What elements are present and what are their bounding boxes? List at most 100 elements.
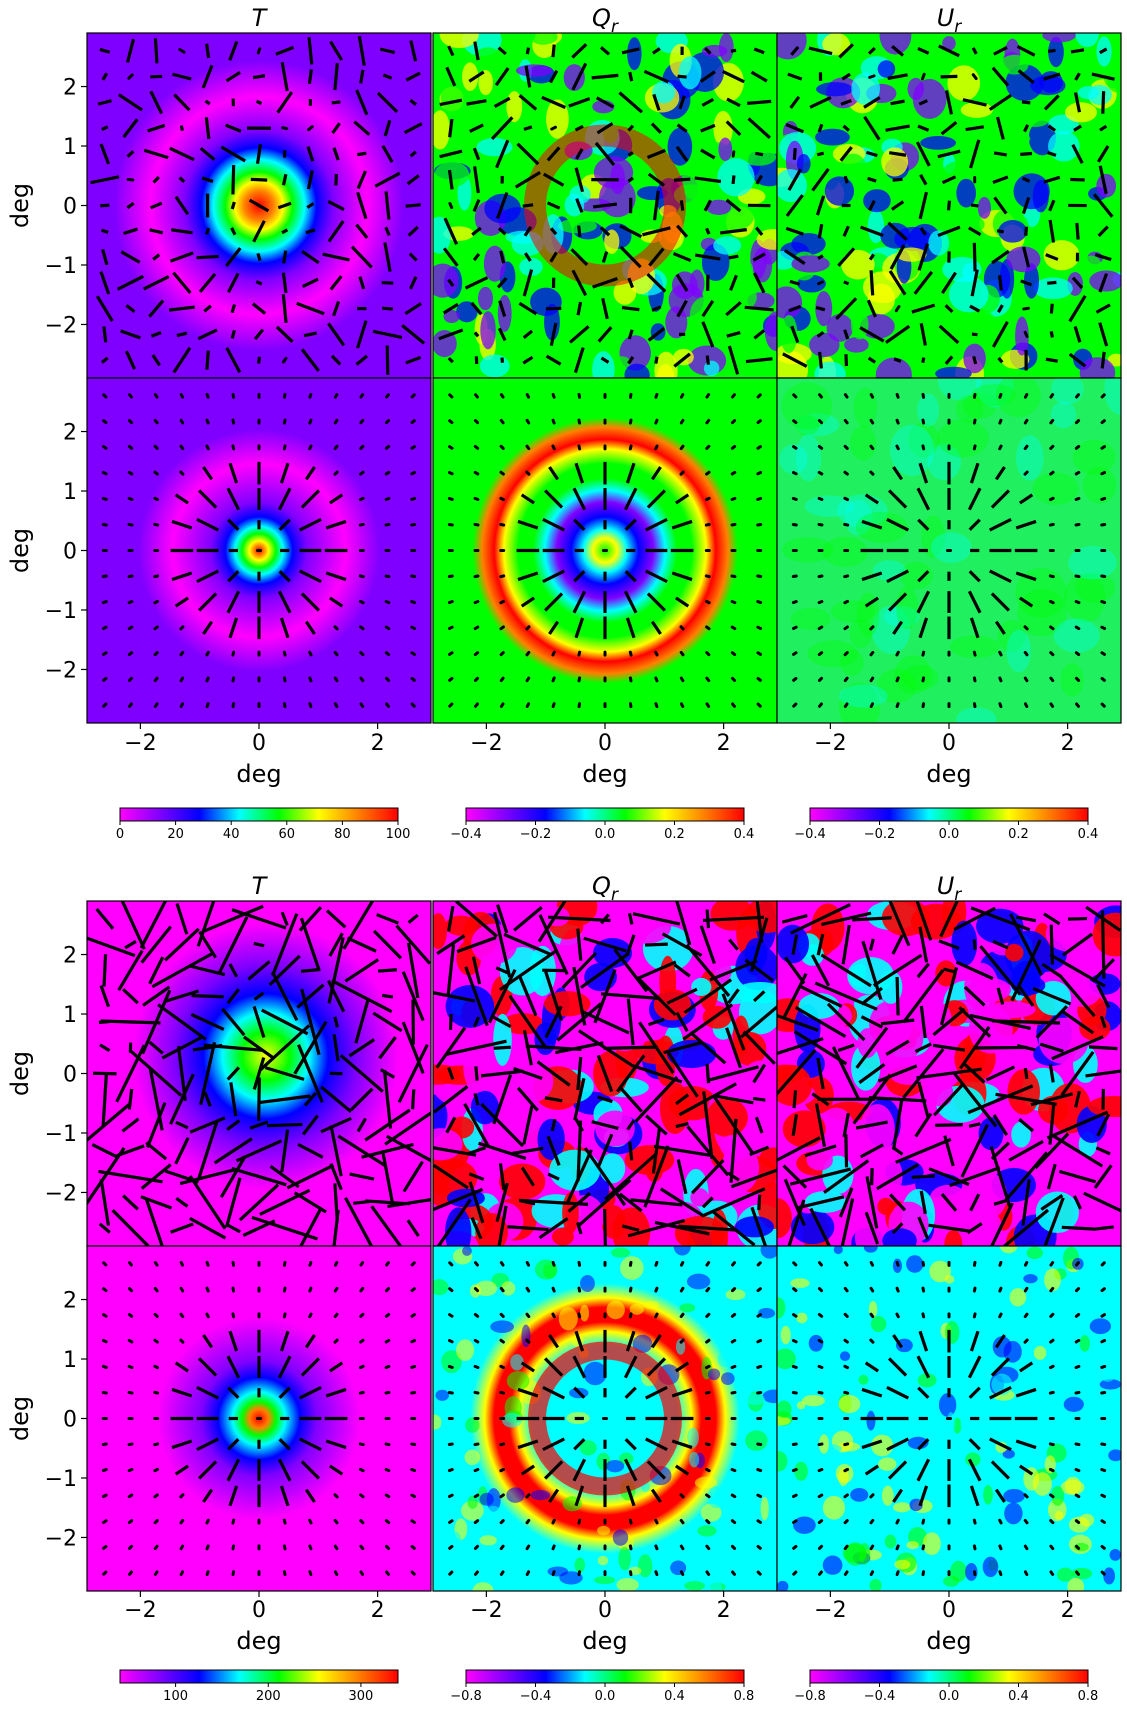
colorbar-tick-label: 100 — [386, 827, 411, 842]
colorbar — [809, 1669, 1089, 1684]
x-tick-label: −2 — [124, 731, 156, 756]
y-axis-label: deg — [6, 1396, 34, 1441]
column-title: Qr — [592, 4, 619, 37]
x-tick-label: 2 — [717, 1598, 731, 1623]
column-title: T — [252, 872, 269, 900]
figure-block-2: T Qr Ur 2 1 0 −1 −2 deg 2 1 0 −1 −2 deg −2 0 2 deg −2 0 2 deg −… — [6, 872, 1122, 1704]
x-tick-label: 0 — [252, 731, 266, 756]
colorbar-tick-label: 0.2 — [1008, 827, 1029, 842]
column-title: T — [252, 4, 269, 32]
panel-ur-row2 — [776, 377, 1122, 724]
x-axis-label: deg — [236, 1627, 281, 1655]
y-tick-label: −1 — [45, 599, 77, 624]
y-tick-label: 1 — [63, 480, 77, 505]
y-tick-label: 2 — [63, 1289, 77, 1314]
y-tick-label: −1 — [45, 254, 77, 279]
panel-qr-row1 — [432, 32, 778, 379]
colorbar-tick-label: 0.4 — [734, 827, 755, 842]
colorbar-tick-label: −0.2 — [520, 827, 552, 842]
colorbar-tick-label: 0.0 — [595, 1689, 616, 1704]
x-tick-label: −2 — [814, 1598, 846, 1623]
y-tick-label: 0 — [63, 1063, 77, 1088]
panel-ur-row1 — [776, 32, 1122, 379]
panel-t-row2 — [86, 1245, 432, 1592]
y-tick-label: 0 — [63, 1408, 77, 1433]
colorbar-tick-label: −0.4 — [864, 1689, 896, 1704]
colorbar-tick-label: 0 — [116, 827, 124, 842]
panel-qr-row1 — [432, 900, 778, 1247]
colorbar-tick-label: 0.4 — [1078, 827, 1099, 842]
x-tick-label: −2 — [470, 731, 502, 756]
y-tick-label: 0 — [63, 540, 77, 565]
x-tick-label: 0 — [598, 731, 612, 756]
x-tick-label: −2 — [124, 1598, 156, 1623]
panel-qr-row2 — [432, 377, 778, 724]
colorbar-tick-label: −0.4 — [450, 827, 482, 842]
column-title: Ur — [937, 872, 963, 905]
y-axis-label: deg — [6, 528, 34, 573]
colorbar-tick-label: 0.8 — [734, 1689, 755, 1704]
colorbar-tick-label: −0.4 — [520, 1689, 552, 1704]
x-axis-label: deg — [926, 1627, 971, 1655]
x-tick-label: 2 — [717, 731, 731, 756]
x-tick-label: −2 — [470, 1598, 502, 1623]
x-axis-label: deg — [582, 1627, 627, 1655]
y-axis-label: deg — [6, 183, 34, 228]
panel-t-row1 — [86, 900, 432, 1247]
colorbar-tick-label: 0.4 — [1008, 1689, 1029, 1704]
x-tick-label: 2 — [371, 1598, 385, 1623]
y-tick-label: 1 — [63, 1348, 77, 1373]
x-tick-label: 0 — [942, 1598, 956, 1623]
y-tick-label: 2 — [63, 944, 77, 969]
x-tick-label: 2 — [1061, 731, 1075, 756]
colorbar-tick-label: 100 — [163, 1689, 188, 1704]
colorbar-tick-label: 40 — [223, 827, 240, 842]
x-tick-label: 2 — [1061, 1598, 1075, 1623]
y-tick-label: −2 — [45, 658, 77, 683]
x-tick-label: 0 — [598, 1598, 612, 1623]
x-tick-label: 0 — [942, 731, 956, 756]
colorbar-tick-label: 0.0 — [595, 827, 616, 842]
colorbar-tick-label: 200 — [256, 1689, 281, 1704]
panel-ur-row1 — [776, 900, 1122, 1247]
panel-qr-row2 — [432, 1245, 778, 1592]
column-title: Qr — [592, 872, 619, 905]
y-tick-label: −1 — [45, 1122, 77, 1147]
y-tick-label: −2 — [45, 1181, 77, 1206]
colorbar-tick-label: 0.0 — [939, 1689, 960, 1704]
colorbar-tick-label: 0.4 — [664, 1689, 685, 1704]
x-tick-label: 2 — [371, 731, 385, 756]
colorbar-tick-label: 0.2 — [664, 827, 685, 842]
y-tick-label: −2 — [45, 313, 77, 338]
figure-block-1: T Qr Ur 2 1 0 −1 −2 deg 2 1 0 −1 −2 deg −2 0 2 deg −2 0 2 deg −… — [6, 4, 1122, 842]
y-tick-label: 2 — [63, 421, 77, 446]
colorbar — [465, 1669, 745, 1684]
y-tick-label: −1 — [45, 1467, 77, 1492]
colorbar-tick-label: 300 — [349, 1689, 374, 1704]
y-tick-label: 1 — [63, 135, 77, 160]
y-tick-label: 1 — [63, 1003, 77, 1028]
panel-ur-row2 — [776, 1245, 1122, 1592]
x-axis-label: deg — [582, 760, 627, 788]
colorbar — [809, 807, 1089, 822]
colorbar-tick-label: 20 — [167, 827, 184, 842]
y-tick-label: 2 — [63, 76, 77, 101]
panel-t-row2 — [86, 377, 432, 724]
colorbar-tick-label: 80 — [334, 827, 351, 842]
x-tick-label: −2 — [814, 731, 846, 756]
x-axis-label: deg — [236, 760, 281, 788]
x-tick-label: 0 — [252, 1598, 266, 1623]
panel-t-row1 — [86, 32, 432, 379]
y-tick-label: −2 — [45, 1526, 77, 1551]
colorbar-tick-label: −0.4 — [794, 827, 826, 842]
colorbar-tick-label: −0.2 — [864, 827, 896, 842]
y-axis-label: deg — [6, 1051, 34, 1096]
y-tick-label: 0 — [63, 195, 77, 220]
column-title: Ur — [937, 4, 963, 37]
colorbar — [465, 807, 745, 822]
colorbar-tick-label: −0.8 — [450, 1689, 482, 1704]
colorbar — [119, 1669, 399, 1684]
colorbar — [119, 807, 399, 822]
colorbar-tick-label: 0.8 — [1078, 1689, 1099, 1704]
